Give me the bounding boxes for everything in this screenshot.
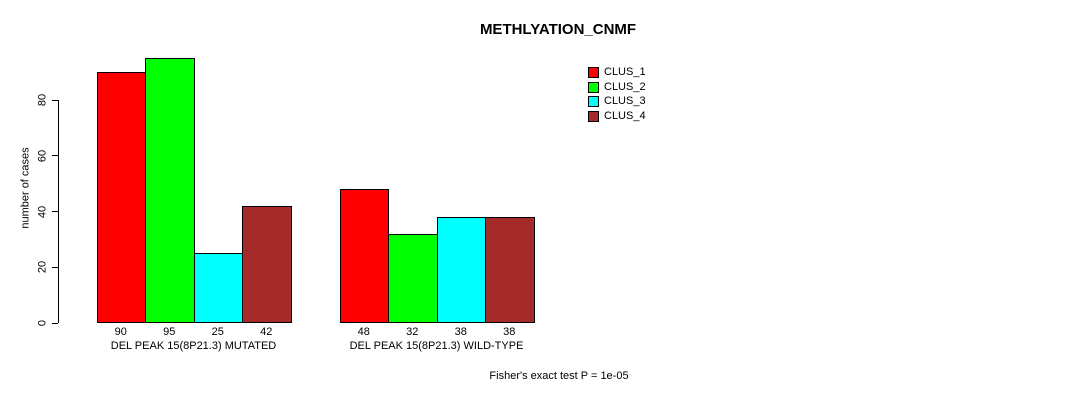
y-axis-tick-label: 0 [36, 319, 49, 327]
y-axis-tick-label: 80 [36, 93, 49, 107]
bar-value-label: 32 [406, 326, 419, 338]
bar-value-label: 95 [163, 326, 176, 338]
legend-swatch-clus_3 [588, 96, 599, 107]
bar-clus_3-wild-type [436, 217, 486, 323]
legend-label: CLUS_1 [604, 66, 646, 78]
y-axis-tick [52, 322, 58, 324]
bar-value-label: 42 [260, 326, 273, 338]
bar-value-label: 48 [357, 326, 370, 338]
x-category-label: DEL PEAK 15(8P21.3) WILD-TYPE [349, 340, 524, 352]
legend-label: CLUS_3 [604, 95, 646, 107]
legend-label: CLUS_2 [604, 80, 646, 93]
legend-swatch-clus_1 [588, 67, 599, 78]
stat-annotation: Fisher's exact test P = 1e-05 [489, 370, 629, 382]
bar-clus_4-wild-type [485, 217, 535, 323]
legend-item: CLUS_2 [588, 80, 646, 93]
y-axis-tick [52, 211, 58, 212]
y-axis-tick [52, 155, 58, 157]
bar-value-label: 38 [454, 326, 467, 338]
legend-swatch-clus_2 [588, 81, 599, 93]
y-axis-tick-label: 40 [36, 205, 49, 218]
bar-clus_4-mutated [242, 205, 292, 323]
bar-clus_1-mutated [96, 72, 146, 323]
y-axis-tick-label: 20 [36, 261, 49, 274]
y-axis-tick [52, 99, 58, 101]
bar-value-label: 90 [114, 326, 127, 338]
legend: CLUS_1 CLUS_2 CLUS_3 CLUS_4 [588, 67, 646, 125]
y-axis-line [58, 100, 59, 323]
legend-item: CLUS_1 [588, 67, 646, 78]
legend-item: CLUS_4 [588, 109, 646, 122]
y-axis-tick-label: 60 [36, 149, 49, 162]
bar-clus_1-wild-type [339, 189, 389, 323]
chart-title: METHLYATION_CNMF [479, 21, 637, 38]
legend-label: CLUS_4 [604, 109, 646, 122]
legend-swatch-clus_4 [588, 110, 599, 122]
bar-value-label: 25 [211, 326, 224, 338]
bar-value-label: 38 [503, 326, 516, 338]
bar-clus_3-mutated [193, 253, 243, 323]
y-axis-label: number of cases [19, 147, 32, 229]
bar-clus_2-mutated [145, 58, 195, 323]
y-axis-tick [52, 266, 58, 268]
x-category-label: DEL PEAK 15(8P21.3) MUTATED [110, 340, 277, 352]
legend-item: CLUS_3 [588, 96, 646, 107]
bar-clus_2-wild-type [388, 233, 438, 323]
